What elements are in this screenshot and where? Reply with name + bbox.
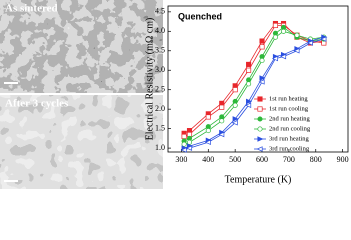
scale-bar bbox=[4, 82, 18, 84]
legend-label: 3rd run heating bbox=[269, 135, 309, 142]
legend-label: 1st run heating bbox=[269, 95, 308, 102]
marker bbox=[232, 116, 239, 122]
scale-bar bbox=[4, 180, 18, 182]
legend-marker bbox=[257, 106, 263, 112]
legend-marker bbox=[257, 126, 263, 132]
x-tick-label: 500 bbox=[229, 155, 241, 164]
legend-label: 1st run cooling bbox=[269, 105, 309, 112]
y-tick-label: 4.0 bbox=[155, 26, 165, 35]
image-label: As sintered bbox=[5, 3, 58, 15]
y-tick-label: 1.5 bbox=[155, 123, 165, 132]
marker bbox=[186, 139, 193, 145]
marker bbox=[232, 102, 238, 108]
annotation: Quenched bbox=[178, 11, 222, 21]
figure: As sintered After 3 cycles Quenched Temp… bbox=[0, 0, 349, 189]
y-tick-label: 3.0 bbox=[155, 65, 165, 74]
marker bbox=[180, 147, 187, 153]
marker bbox=[294, 32, 300, 38]
marker bbox=[272, 22, 279, 29]
x-tick-label: 700 bbox=[283, 155, 295, 164]
marker bbox=[232, 87, 238, 93]
series-line bbox=[183, 36, 324, 149]
legend-marker bbox=[257, 116, 263, 122]
marker bbox=[181, 133, 187, 139]
legend-marker bbox=[256, 146, 263, 152]
legend-label: 2nd run cooling bbox=[269, 125, 311, 132]
y-tick-label: 4.5 bbox=[155, 7, 165, 16]
y-tick-label: 2.0 bbox=[155, 104, 165, 113]
marker bbox=[218, 131, 225, 138]
marker bbox=[272, 34, 279, 40]
x-tick-label: 900 bbox=[337, 155, 349, 164]
y-axis-label: Electrical Resistivity (mΩ cm) bbox=[144, 18, 155, 141]
marker bbox=[245, 102, 252, 109]
x-tick-label: 400 bbox=[202, 155, 214, 164]
plot-frame bbox=[167, 5, 349, 153]
marker bbox=[185, 145, 193, 151]
marker bbox=[280, 28, 287, 34]
y-tick-label: 2.5 bbox=[155, 85, 165, 94]
x-tick-label: 800 bbox=[310, 155, 322, 164]
marker bbox=[258, 79, 265, 85]
marker bbox=[246, 61, 252, 67]
image-label: After 3 cycles bbox=[5, 98, 69, 110]
marker bbox=[219, 104, 225, 110]
marker bbox=[279, 53, 287, 60]
legend-marker bbox=[257, 96, 263, 102]
x-tick-label: 300 bbox=[175, 155, 187, 164]
series-line bbox=[183, 26, 324, 142]
marker bbox=[320, 36, 327, 42]
legend-marker bbox=[257, 136, 264, 142]
marker bbox=[205, 114, 211, 120]
legend-label: 3rd run cooling bbox=[269, 145, 310, 152]
legend-label: 2nd run heating bbox=[269, 115, 311, 122]
marker bbox=[181, 141, 187, 147]
marker bbox=[306, 40, 313, 46]
marker bbox=[259, 57, 265, 64]
marker bbox=[246, 67, 252, 73]
marker bbox=[205, 128, 211, 134]
y-tick-label: 1.0 bbox=[155, 143, 165, 152]
marker bbox=[219, 118, 225, 124]
marker bbox=[246, 81, 252, 87]
x-axis-label: Temperature (K) bbox=[225, 174, 292, 185]
marker bbox=[231, 120, 238, 126]
marker bbox=[293, 48, 300, 54]
marker bbox=[204, 139, 211, 146]
x-tick-label: 600 bbox=[256, 155, 268, 164]
micrograph-bottom bbox=[0, 95, 163, 189]
marker bbox=[271, 55, 279, 62]
marker bbox=[259, 75, 266, 81]
micrograph-top bbox=[0, 0, 163, 93]
marker bbox=[246, 98, 253, 105]
marker bbox=[259, 38, 265, 44]
y-tick-label: 3.5 bbox=[155, 46, 165, 55]
marker bbox=[259, 44, 265, 50]
